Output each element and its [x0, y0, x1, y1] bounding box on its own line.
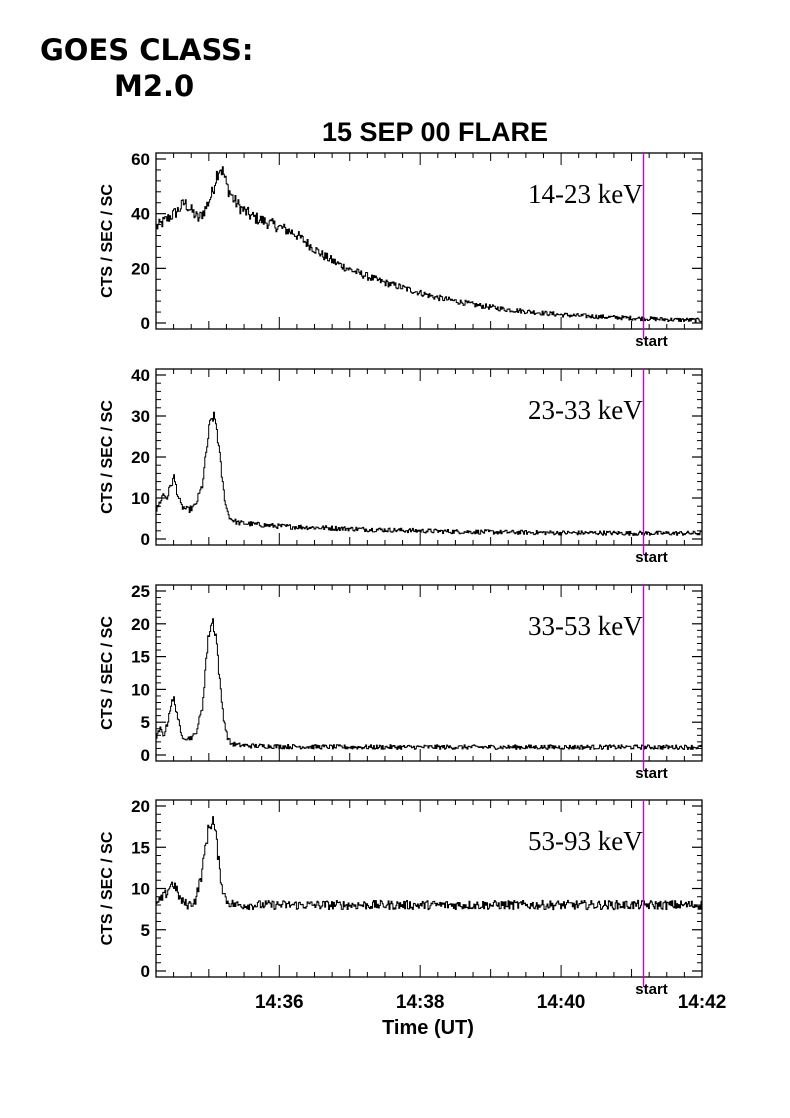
series-line — [156, 618, 703, 750]
energy-band-label: 53-93 keV — [528, 826, 643, 856]
y-tick-label: 0 — [141, 314, 150, 333]
y-tick-label: 0 — [141, 530, 150, 549]
panel-1: 0 20 40 60 CTS / SEC / SC start 14-23 keV — [99, 150, 703, 350]
goes-class-label: GOES CLASS: M2.0 — [40, 32, 254, 104]
y-tick-label: 30 — [131, 407, 150, 426]
series-line — [156, 166, 703, 323]
start-marker-label: start — [635, 333, 668, 350]
series-line — [156, 816, 703, 911]
y-axis-label: CTS / SEC / SC — [99, 831, 116, 945]
y-axis-label: CTS / SEC / SC — [99, 184, 116, 298]
energy-band-label: 33-53 keV — [528, 611, 643, 641]
y-tick-label: 20 — [131, 259, 150, 278]
start-marker-label: start — [635, 765, 668, 782]
panel-2: 0 10 20 30 40 CTS / SEC / SC start 23-33 keV — [99, 366, 703, 566]
y-tick-label: 25 — [131, 582, 150, 601]
y-tick-label: 5 — [141, 921, 150, 940]
energy-band-label: 14-23 keV — [528, 179, 643, 209]
x-tick-label: 14:36 — [255, 992, 304, 1013]
y-tick-label: 20 — [131, 615, 150, 634]
goes-class-line2: M2.0 — [114, 69, 195, 103]
goes-class-line1: GOES CLASS: — [40, 33, 254, 67]
panel-4: 0 5 10 15 20 CTS / SEC / SC start 53-93 keV — [99, 797, 703, 998]
y-tick-label: 0 — [141, 746, 150, 765]
y-tick-label: 60 — [131, 150, 150, 169]
panel-frame — [155, 584, 703, 762]
x-axis-label: Time (UT) — [382, 1017, 474, 1039]
y-tick-label: 10 — [131, 880, 150, 899]
y-tick-label: 15 — [131, 838, 150, 857]
x-tick-label: 14:42 — [678, 992, 727, 1013]
y-tick-label: 40 — [131, 205, 150, 224]
y-tick-label: 10 — [131, 489, 150, 508]
start-marker-label: start — [635, 981, 668, 998]
y-tick-label: 5 — [141, 713, 150, 732]
y-tick-label: 10 — [131, 680, 150, 699]
start-marker-label: start — [635, 549, 668, 566]
chart-title: 15 SEP 00 FLARE — [322, 117, 548, 147]
y-axis-label: CTS / SEC / SC — [99, 616, 116, 730]
panel-frame — [155, 152, 703, 330]
y-tick-label: 0 — [141, 962, 150, 981]
y-tick-label: 20 — [131, 448, 150, 467]
energy-band-label: 23-33 keV — [528, 395, 643, 425]
y-tick-label: 40 — [131, 366, 150, 385]
y-axis-label: CTS / SEC / SC — [99, 400, 116, 514]
x-tick-label: 14:40 — [537, 992, 586, 1013]
y-tick-label: 20 — [131, 797, 150, 816]
y-tick-label: 15 — [131, 648, 150, 667]
panel-3: 0 5 10 15 20 25 CTS / SEC / SC start 33-53 keV — [99, 582, 703, 782]
panels-group: 0 20 40 60 CTS / SEC / SC start 14-23 keV 0 10 20… — [99, 150, 726, 1013]
series-line — [156, 411, 703, 536]
x-tick-label: 14:38 — [396, 992, 445, 1013]
